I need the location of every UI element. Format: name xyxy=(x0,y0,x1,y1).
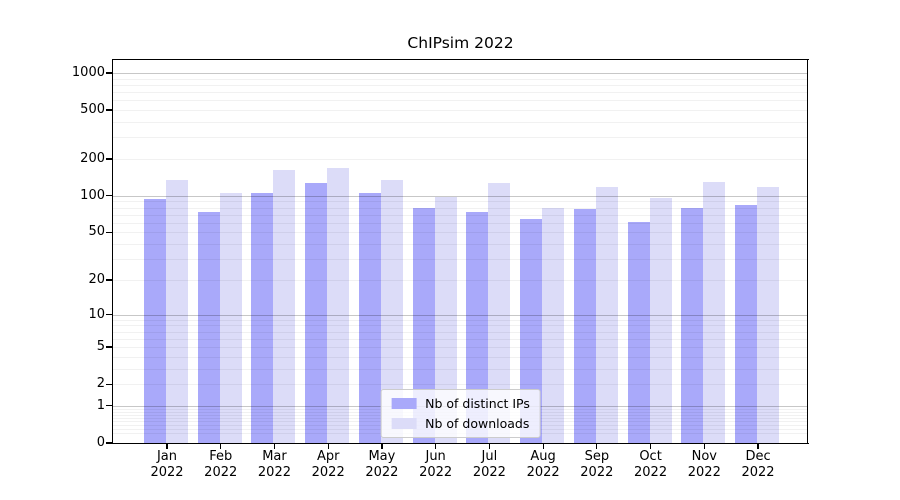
x-tickmark xyxy=(327,443,329,449)
legend-label-distinct-ips: Nb of distinct IPs xyxy=(425,396,530,411)
y-tickmark xyxy=(106,442,112,444)
gridline-minor xyxy=(113,158,808,160)
x-tickmark xyxy=(166,443,168,449)
chart-title: ChIPsim 2022 xyxy=(407,34,514,52)
spine-right xyxy=(807,58,809,445)
bar-downloads-nov xyxy=(703,181,726,443)
bar-distinct-ips-jul xyxy=(466,211,489,443)
x-tick-label-may: May 2022 xyxy=(365,449,399,480)
y-tick-label: 10 xyxy=(88,306,105,322)
y-tick-label: 1 xyxy=(96,397,105,413)
y-tick-label: 100 xyxy=(80,187,105,203)
bar-downloads-jul xyxy=(488,182,511,443)
x-tickmark xyxy=(435,443,437,449)
x-tick-label-jan: Jan 2022 xyxy=(150,449,184,480)
gridline-major xyxy=(113,72,808,74)
x-tickmark xyxy=(542,443,544,449)
bar-downloads-dec xyxy=(757,187,780,443)
y-tickmark xyxy=(106,109,112,111)
x-tick-label-mar: Mar 2022 xyxy=(257,449,291,480)
y-tickmark xyxy=(106,279,112,281)
spine-left xyxy=(111,58,114,445)
y-tickmark xyxy=(106,405,112,407)
y-tick-label: 1000 xyxy=(71,64,105,80)
y-tick-label: 200 xyxy=(80,150,105,166)
x-tick-label-oct: Oct 2022 xyxy=(634,449,668,480)
y-tickmark xyxy=(106,72,112,74)
legend-item-distinct-ips: Nb of distinct IPs xyxy=(391,396,530,411)
bar-distinct-ips-apr xyxy=(305,183,328,443)
x-tickmark xyxy=(757,443,759,449)
y-tickmark xyxy=(106,346,112,348)
x-tick-label-feb: Feb 2022 xyxy=(204,449,238,480)
x-tickmark xyxy=(703,443,705,449)
x-tickmark xyxy=(596,443,598,449)
x-tickmark xyxy=(273,443,276,449)
y-tick-label: 50 xyxy=(88,224,105,240)
y-tickmark xyxy=(106,158,112,160)
gridline-minor xyxy=(113,84,808,86)
bar-downloads-mar xyxy=(273,169,296,443)
plot-area: Nb of distinct IPs Nb of downloads xyxy=(113,60,808,443)
y-tickmark xyxy=(106,383,112,385)
x-tickmark xyxy=(488,443,490,449)
x-tick-label-aug: Aug 2022 xyxy=(526,449,560,480)
x-tick-label-jul: Jul 2022 xyxy=(472,449,506,480)
y-tickmark xyxy=(106,195,112,197)
x-tickmark xyxy=(381,443,383,449)
y-tick-label: 0 xyxy=(96,435,105,450)
x-tickmark xyxy=(649,443,652,449)
gridline-minor xyxy=(113,100,808,102)
bar-downloads-aug xyxy=(542,207,565,443)
y-tickmark xyxy=(106,231,112,234)
gridline-minor xyxy=(113,137,808,139)
x-tick-label-sep: Sep 2022 xyxy=(580,449,614,480)
gridline-minor xyxy=(113,92,808,94)
bar-distinct-ips-mar xyxy=(251,193,274,443)
legend-label-downloads: Nb of downloads xyxy=(425,416,530,431)
bar-distinct-ips-feb xyxy=(197,212,220,443)
bar-distinct-ips-dec xyxy=(735,205,758,443)
spine-top xyxy=(111,58,810,61)
x-tick-label-jun: Jun 2022 xyxy=(419,449,453,480)
x-tickmark xyxy=(220,443,222,449)
y-tick-label: 20 xyxy=(88,271,105,287)
bar-downloads-apr xyxy=(327,167,350,443)
spine-bottom xyxy=(111,442,810,445)
bar-distinct-ips-jun xyxy=(412,208,435,443)
bar-downloads-jan xyxy=(166,179,188,443)
legend-item-downloads: Nb of downloads xyxy=(391,416,530,431)
bar-distinct-ips-aug xyxy=(520,219,543,443)
gridline-minor xyxy=(113,78,808,80)
bar-distinct-ips-may xyxy=(358,192,381,443)
y-tickmark xyxy=(106,313,112,316)
bar-downloads-feb xyxy=(219,193,242,443)
y-tick-label: 2 xyxy=(96,376,105,392)
bar-downloads-oct xyxy=(649,197,672,443)
bar-distinct-ips-sep xyxy=(573,208,596,443)
bar-downloads-may xyxy=(380,179,403,443)
bar-distinct-ips-jan xyxy=(144,198,166,443)
legend: Nb of distinct IPs Nb of downloads xyxy=(380,389,541,438)
gridline-minor xyxy=(113,110,808,112)
bar-downloads-jun xyxy=(434,197,457,443)
bar-distinct-ips-nov xyxy=(681,208,704,443)
x-tick-label-dec: Dec 2022 xyxy=(741,449,775,480)
gridline-minor xyxy=(113,121,808,123)
bar-distinct-ips-oct xyxy=(627,221,650,443)
x-tick-label-apr: Apr 2022 xyxy=(311,449,345,480)
y-tick-label: 500 xyxy=(80,102,105,118)
legend-swatch-downloads xyxy=(391,418,417,429)
legend-swatch-distinct-ips xyxy=(391,398,417,409)
y-tick-label: 5 xyxy=(96,339,105,355)
x-tick-label-nov: Nov 2022 xyxy=(687,449,721,480)
bar-downloads-sep xyxy=(595,187,618,443)
